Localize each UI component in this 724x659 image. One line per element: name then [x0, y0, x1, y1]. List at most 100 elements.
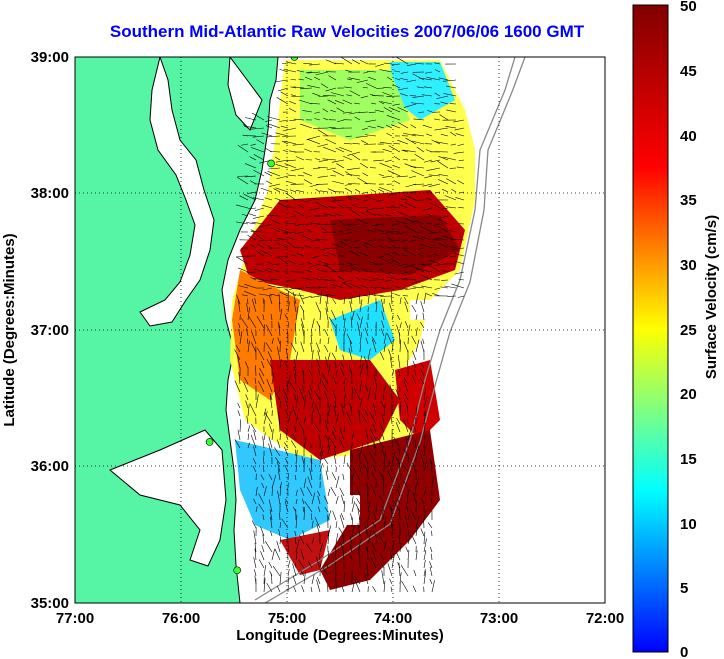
velocity-vector — [330, 109, 337, 113]
velocity-vector — [335, 147, 345, 153]
velocity-vector — [306, 486, 313, 497]
velocity-vector — [446, 85, 457, 89]
velocity-vector — [415, 550, 418, 561]
velocity-vector — [332, 180, 345, 185]
velocity-vector — [426, 77, 441, 81]
velocity-vector — [352, 142, 361, 145]
velocity-vector — [450, 143, 457, 146]
velocity-vector — [309, 263, 321, 268]
velocity-vector — [363, 199, 369, 202]
velocity-vector — [293, 118, 305, 121]
velocity-vector — [379, 268, 385, 273]
velocity-vector — [351, 473, 354, 481]
velocity-vector — [368, 111, 377, 113]
velocity-vector — [421, 285, 433, 289]
velocity-vector — [378, 100, 385, 105]
velocity-vector — [252, 215, 265, 219]
velocity-vector — [303, 179, 313, 185]
velocity-vector — [311, 378, 314, 385]
velocity-vector — [311, 349, 314, 361]
velocity-vector — [404, 201, 417, 209]
velocity-vector — [342, 99, 353, 105]
velocity-vector — [283, 69, 297, 73]
velocity-vector — [393, 156, 401, 161]
velocity-vector — [349, 209, 361, 217]
velocity-vector — [331, 159, 345, 163]
velocity-vector — [262, 534, 265, 545]
velocity-vector — [335, 521, 338, 529]
velocity-vector — [385, 159, 393, 163]
velocity-vector — [425, 197, 433, 201]
velocity-vector — [383, 384, 386, 393]
velocity-vector — [304, 76, 313, 81]
velocity-vector — [415, 445, 420, 457]
velocity-vector — [368, 279, 377, 282]
velocity-vector — [269, 183, 281, 187]
velocity-vector — [303, 63, 313, 65]
velocity-vector — [322, 158, 337, 161]
velocity-vector — [343, 425, 346, 433]
velocity-vector — [336, 119, 345, 123]
velocity-vector — [314, 111, 321, 114]
velocity-vector — [351, 582, 355, 593]
velocity-vector — [366, 322, 369, 329]
velocity-vector — [266, 359, 273, 369]
velocity-vector — [458, 159, 465, 162]
velocity-vector — [381, 320, 385, 329]
velocity-vector — [391, 223, 401, 225]
velocity-vector — [412, 585, 417, 593]
velocity-vector — [382, 530, 385, 537]
velocity-vector — [428, 264, 441, 273]
velocity-vector — [412, 73, 425, 81]
velocity-vector — [371, 336, 377, 345]
velocity-vector — [392, 250, 401, 257]
velocity-vector — [434, 141, 449, 145]
velocity-vector — [319, 543, 323, 553]
velocity-vector — [303, 370, 305, 385]
velocity-vector — [442, 79, 457, 82]
velocity-vector — [292, 575, 297, 585]
velocity-vector — [309, 442, 313, 449]
velocity-vector — [396, 57, 409, 65]
velocity-vector — [423, 422, 426, 433]
velocity-vector — [405, 546, 409, 553]
velocity-vector — [429, 259, 441, 265]
velocity-vector — [412, 95, 425, 98]
velocity-vector — [351, 517, 353, 529]
velocity-vector — [345, 69, 353, 73]
velocity-vector — [302, 235, 313, 241]
velocity-vector — [275, 79, 289, 83]
velocity-vector — [424, 71, 433, 74]
velocity-vector — [391, 523, 393, 537]
velocity-vector — [405, 137, 417, 145]
velocity-vector — [331, 309, 337, 321]
velocity-vector — [266, 215, 273, 217]
velocity-vector — [311, 407, 315, 417]
velocity-vector — [360, 206, 369, 209]
velocity-vector — [428, 231, 441, 234]
velocity-vector — [370, 557, 377, 569]
velocity-vector — [415, 515, 420, 529]
velocity-vector — [351, 59, 361, 65]
velocity-vector — [335, 370, 338, 377]
velocity-vector — [312, 92, 321, 97]
velocity-vector — [254, 569, 257, 577]
velocity-vector — [339, 514, 345, 529]
colorbar-ticks: 50 45 40 35 30 25 20 15 10 5 0 — [680, 0, 697, 659]
velocity-vector — [403, 397, 409, 409]
velocity-vector — [410, 166, 425, 169]
velocity-vector — [254, 207, 265, 211]
velocity-vector — [251, 221, 265, 225]
velocity-vector — [376, 437, 385, 449]
velocity-vector — [358, 543, 361, 553]
x-tick-label: 72:00 — [586, 610, 624, 627]
velocity-vector — [275, 159, 289, 163]
velocity-vector — [263, 411, 268, 425]
velocity-vector — [343, 399, 346, 409]
velocity-vector — [338, 146, 353, 153]
velocity-vector — [335, 412, 340, 425]
velocity-vector — [276, 346, 281, 361]
velocity-vector — [359, 538, 362, 545]
velocity-vector — [295, 464, 297, 473]
velocity-vector — [258, 503, 265, 513]
